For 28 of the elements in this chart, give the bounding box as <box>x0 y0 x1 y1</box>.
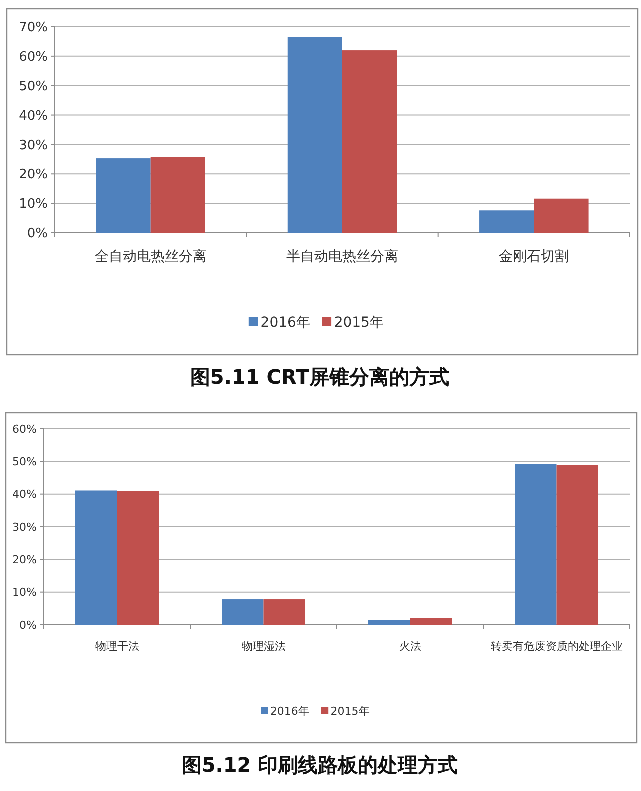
y-tick-label: 70% <box>19 20 48 36</box>
y-tick-label: 20% <box>12 554 37 567</box>
y-tick-label: 50% <box>12 456 37 469</box>
y-tick-label: 10% <box>12 586 37 600</box>
y-tick-label: 40% <box>19 108 48 124</box>
y-tick-label: 60% <box>12 422 37 436</box>
y-tick-label: 20% <box>19 168 48 183</box>
legend-label: 2016年 <box>270 705 310 718</box>
x-tick-label: 全自动电热丝分离 <box>94 249 207 265</box>
x-tick-label: 火法 <box>399 640 422 653</box>
x-tick-label: 转卖有危废资质的处理企业 <box>490 640 623 653</box>
y-tick-label: 0% <box>27 226 48 242</box>
y-tick-label: 50% <box>19 79 48 94</box>
y-tick-label: 30% <box>12 520 37 534</box>
legend-label: 2015年 <box>330 705 370 718</box>
text: 图5.12 印刷线路板的处理方式 <box>182 753 458 777</box>
legend-label: 2016年 <box>260 315 310 331</box>
y-tick-label: 60% <box>19 50 48 65</box>
legend-label: 2015年 <box>334 315 384 331</box>
text: 图5.11 CRT屏锥分离的方式 <box>190 365 450 389</box>
y-tick-label: 40% <box>12 488 37 502</box>
y-tick-label: 10% <box>19 197 48 212</box>
x-tick-label: 半自动电热丝分离 <box>286 249 398 265</box>
y-tick-label: 30% <box>19 138 48 154</box>
y-tick-label: 0% <box>20 618 37 632</box>
x-tick-label: 物理干法 <box>95 640 140 653</box>
x-tick-label: 金刚石切割 <box>499 249 570 265</box>
x-tick-label: 物理湿法 <box>242 640 286 653</box>
